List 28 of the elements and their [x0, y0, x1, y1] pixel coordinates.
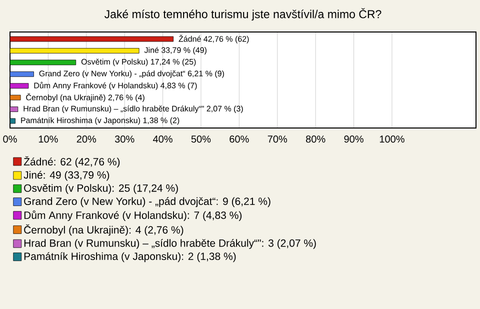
x-tick-label: 20% — [76, 136, 96, 143]
legend-label: Památník Hiroshima (v Japonsku): 2 (1,38 %) — [24, 252, 236, 262]
x-tick-label: 70% — [268, 136, 288, 143]
data-label: Osvětim (v Polsku) 17,24 % (25) — [81, 58, 196, 66]
x-tick-label: 100% — [380, 136, 404, 143]
data-label: Grand Zero (v New Yorku) - „pád dvojčat“ 6,21 % (9) — [39, 70, 224, 78]
data-label: Hrad Bran (v Rumunsku) – „sídlo hraběte Drákuly“" 2,07 % (3) — [24, 105, 243, 114]
data-label: Jiné 33,79 % (49) — [144, 46, 206, 55]
x-tick-label: 40% — [153, 136, 172, 143]
data-label: Černobyl (na Ukrajině) 2,76 % (4) — [26, 93, 144, 102]
x-tick-label: 0% — [3, 136, 17, 143]
legend-label: Osvětim (v Polsku): 25 (17,24 %) — [24, 184, 178, 194]
x-tick-label: 30% — [114, 136, 134, 143]
data-label: Památník Hiroshima (v Japonsku) 1,38 % (2) — [21, 117, 180, 125]
legend-label: Žádné: 62 (42,76 %) — [24, 156, 120, 168]
x-tick-label: 50% — [191, 136, 211, 143]
legend-label: Dům Anny Frankové (v Holandsku): 7 (4,83 %) — [24, 210, 242, 222]
legend-label: Jiné: 49 (33,79 %) — [24, 170, 110, 181]
x-tick-label: 90% — [344, 136, 364, 143]
legend-label: Grand Zero (v New Yorku) - „pád dvojčat“: 9 (6,21 %) — [24, 197, 270, 208]
chart-title: Jaké místo temného turismu jste navštívil/a mimo ČR? — [104, 8, 382, 21]
legend-label: Hrad Bran (v Rumunsku) – „sídlo hraběte Drákuly“": 3 (2,07 %) — [24, 238, 316, 249]
x-tick-label: 10% — [38, 136, 58, 143]
data-label: Dům Anny Frankové (v Holandsku) 4,83 % (7) — [34, 82, 197, 90]
x-tick-label: 80% — [306, 136, 326, 143]
data-label: Žádné 42,76 % (62) — [178, 34, 249, 44]
x-tick-label: 60% — [230, 136, 249, 143]
legend-label: Černobyl (na Ukrajině): 4 (2,76 %) — [24, 224, 184, 236]
